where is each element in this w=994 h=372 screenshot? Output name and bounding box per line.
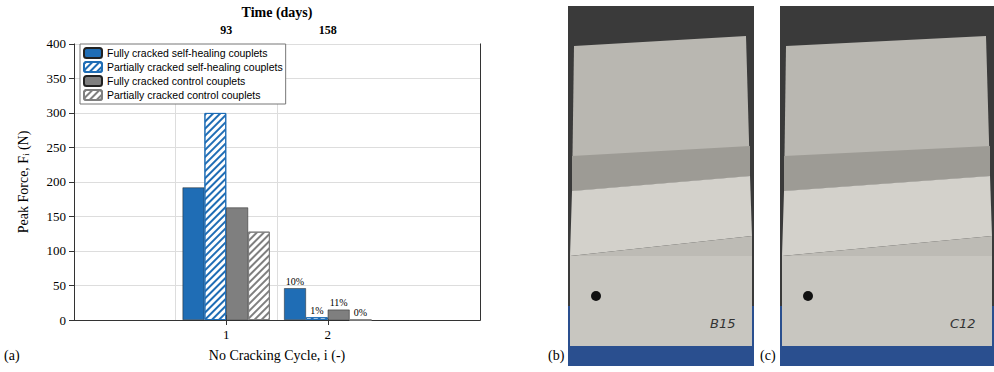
svg-text:Fully cracked control couplets: Fully cracked control couplets	[107, 75, 245, 87]
svg-text:2: 2	[325, 327, 332, 342]
svg-text:Partially cracked self-healing: Partially cracked self-healing couplets	[107, 61, 283, 73]
svg-text:100: 100	[47, 243, 67, 258]
svg-text:B15: B15	[710, 316, 735, 331]
svg-text:Peak Force, Fᵢ (N): Peak Force, Fᵢ (N)	[16, 130, 32, 233]
svg-text:10%: 10%	[286, 276, 304, 287]
svg-text:158: 158	[319, 23, 337, 37]
html-text:(b): (b)	[548, 348, 565, 363]
svg-text:93: 93	[220, 23, 232, 37]
svg-text:350: 350	[47, 71, 67, 86]
svg-text:C12: C12	[950, 316, 976, 331]
svg-text:50: 50	[53, 278, 66, 293]
svg-text:0%: 0%	[354, 307, 367, 318]
svg-text:Time (days): Time (days)	[242, 5, 313, 21]
svg-text:300: 300	[47, 105, 67, 120]
svg-text:200: 200	[47, 174, 67, 189]
svg-text:0: 0	[60, 313, 67, 328]
svg-text:400: 400	[47, 36, 67, 51]
svg-text:150: 150	[47, 209, 67, 224]
svg-text:Partially cracked control coup: Partially cracked control couplets	[107, 89, 261, 101]
html-text:(c): (c)	[760, 348, 776, 363]
svg-text:Fully cracked self-healing cou: Fully cracked self-healing couplets	[107, 47, 268, 59]
html-text:(a): (a)	[4, 348, 20, 363]
svg-text:No Cracking Cycle, i (-): No Cracking Cycle, i (-)	[209, 348, 346, 364]
svg-text:11%: 11%	[330, 297, 348, 308]
svg-text:250: 250	[47, 140, 67, 155]
svg-text:1%: 1%	[310, 305, 323, 316]
svg-text:1: 1	[223, 327, 230, 342]
